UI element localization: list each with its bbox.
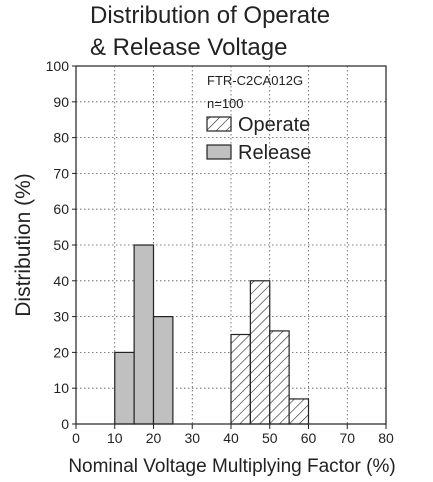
y-tick-label: 70 [53,165,69,181]
legend: Operate Release [206,114,311,164]
annotation-text: n=100 [207,96,244,111]
chart-title-line-1: Distribution of Operate [90,2,331,29]
bar-release-20-25 [152,316,174,425]
x-tick-label: 30 [184,430,200,446]
x-tick-label: 40 [223,430,239,446]
x-tick-label: 20 [146,430,162,446]
legend-label-release: Release [238,142,311,164]
y-tick-label: 100 [46,58,70,74]
y-axis-label: Distribution (%) [12,173,35,317]
legend-label-operate: Operate [238,114,310,136]
y-tick-label: 80 [53,130,69,146]
x-tick-label: 60 [301,430,317,446]
x-tick-label: 0 [72,430,80,446]
annotation-text: FTR-C2CA012G [207,73,303,88]
y-tick-label: 40 [53,273,69,289]
histogram-bars [114,244,310,425]
x-tick-label: 50 [262,430,278,446]
y-tick-label: 20 [53,344,69,360]
y-tick-label: 60 [53,201,69,217]
chart-title-line-2: & Release Voltage [90,34,288,61]
bar-operate-45-50 [249,280,271,425]
x-tick-label: 70 [339,430,355,446]
bar-release-10-15 [114,351,135,425]
annotations: FTR-C2CA012G n=100 [207,73,303,111]
y-tick-label: 30 [53,309,69,325]
bar-release-15-20 [133,244,155,425]
y-tick-label: 90 [53,94,69,110]
bar-operate-55-60 [288,398,310,425]
legend-swatch-operate [206,116,232,132]
bar-operate-40-45 [230,333,251,425]
x-tick-label: 80 [378,430,394,446]
y-tick-label: 10 [53,380,69,396]
y-tick-label: 50 [53,237,69,253]
bar-operate-50-55 [269,330,290,425]
legend-swatch-release [206,144,232,160]
y-tick-label: 0 [61,416,69,432]
axis-ticks: 0 10 20 30 40 50 60 70 80 0 10 20 30 40 50 60 70 80 90 100 [46,58,394,446]
x-axis-label: Nominal Voltage Multiplying Factor (%) [68,456,395,477]
x-tick-label: 10 [107,430,123,446]
